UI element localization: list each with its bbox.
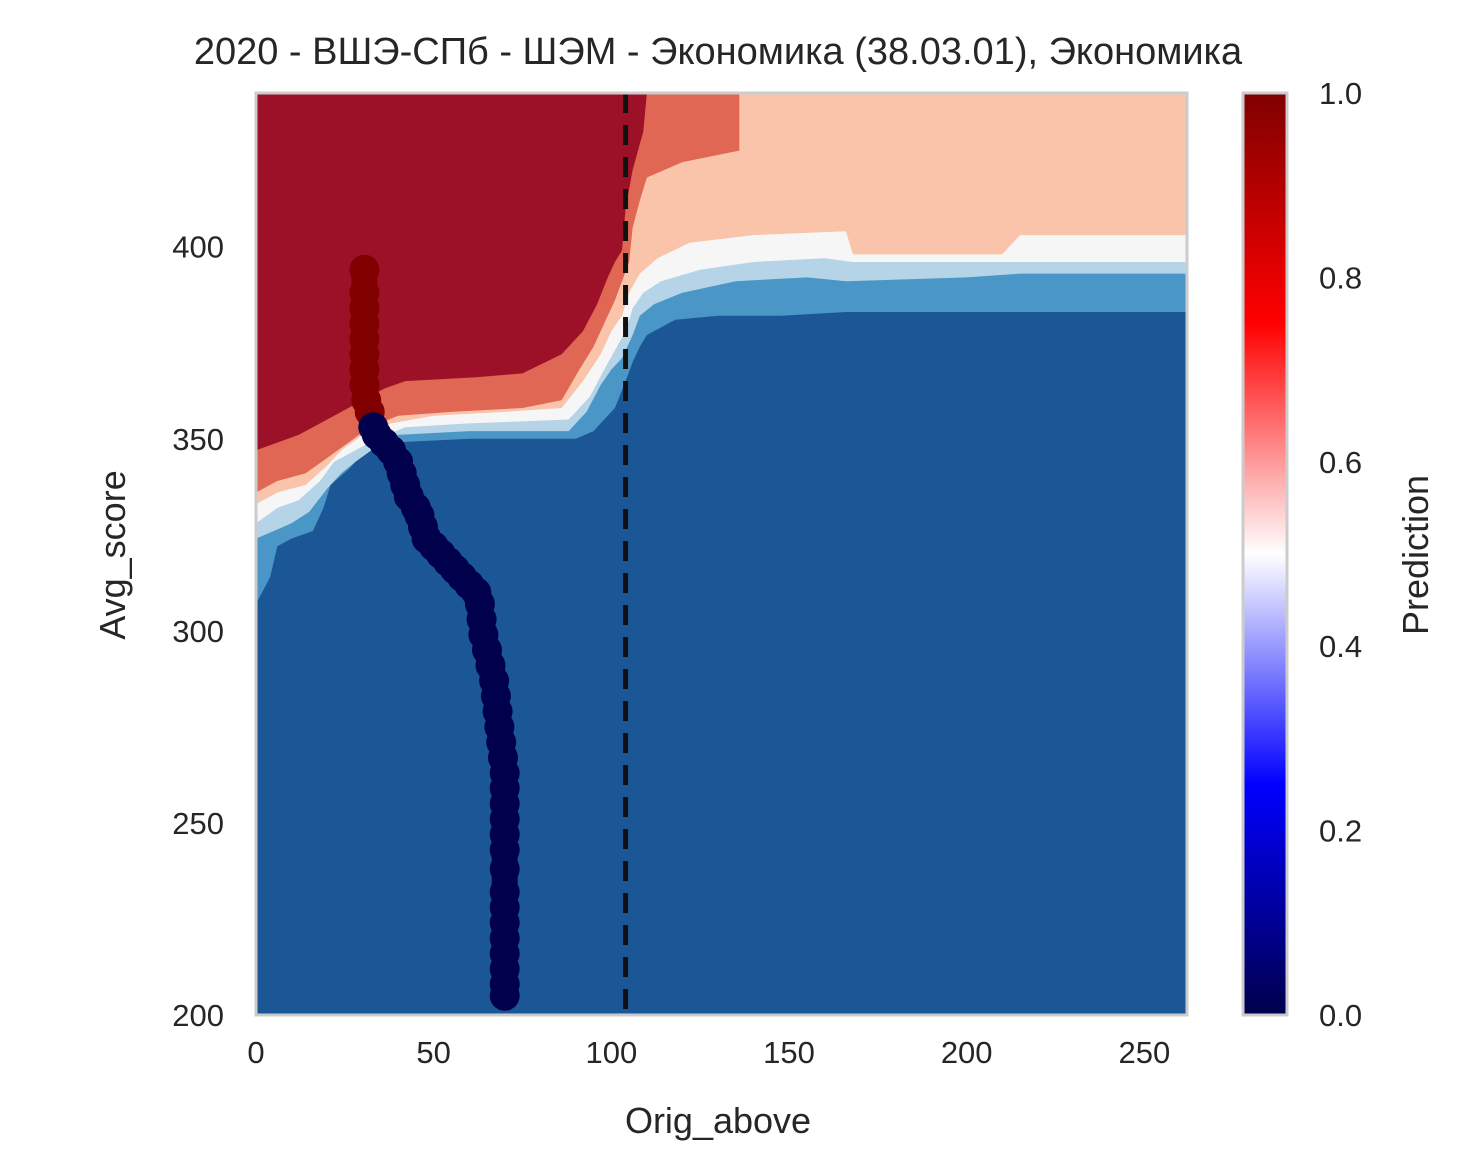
chart-title: 2020 - ВШЭ-СПб - ШЭМ - Экономика (38.03.… [194, 31, 1243, 73]
x-tick-label: 200 [941, 1035, 993, 1070]
y-axis-label: Avg_score [92, 470, 133, 639]
series-1 [358, 412, 520, 1011]
y-tick-label: 300 [172, 614, 224, 649]
series-0-point [349, 254, 380, 285]
colorbar-tick-label: 0.2 [1319, 814, 1362, 849]
series-1-point [489, 854, 520, 884]
colorbar-tick-label: 1.0 [1319, 76, 1362, 111]
series-0 [349, 254, 385, 427]
x-tick-label: 100 [585, 1035, 637, 1070]
y-tick-label: 400 [172, 230, 224, 265]
colorbar-tick-label: 0.6 [1319, 445, 1362, 480]
colorbar-gradient [1243, 93, 1287, 1015]
y-tick-label: 350 [172, 422, 224, 457]
contour-bands [256, 93, 1187, 1015]
y-axis: 200 250 300 350 400 [172, 230, 224, 1033]
colorbar-tick-label: 0.8 [1319, 260, 1362, 295]
x-axis-label: Orig_above [625, 1100, 811, 1141]
plot-frame [254, 91, 1189, 1017]
colorbar-tick-label: 0.0 [1319, 998, 1362, 1033]
x-tick-label: 250 [1118, 1035, 1170, 1070]
colorbar-label: Prediction [1395, 475, 1436, 635]
colorbar-ticks: 0.0 0.2 0.4 0.6 0.8 1.0 [1319, 76, 1362, 1033]
x-tick-label: 0 [247, 1035, 264, 1070]
x-axis: 0 50 100 150 200 250 [247, 1035, 1170, 1070]
series-1-point [489, 980, 520, 1011]
plot-area [254, 91, 1189, 1017]
y-tick-label: 250 [172, 806, 224, 841]
x-tick-label: 150 [763, 1035, 815, 1070]
series-layer [349, 254, 520, 1011]
colorbar-tick-label: 0.4 [1319, 629, 1362, 664]
colorbar: 0.0 0.2 0.4 0.6 0.8 1.0 Prediction [1241, 76, 1436, 1033]
x-tick-label: 50 [416, 1035, 450, 1070]
colorbar-frame [1241, 91, 1289, 1017]
y-tick-label: 200 [172, 998, 224, 1033]
